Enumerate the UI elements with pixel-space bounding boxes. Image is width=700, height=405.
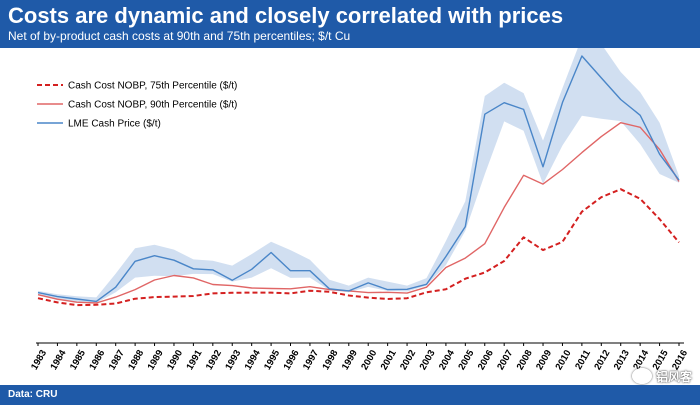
legend-label: LME Cash Price ($/t) (68, 119, 161, 130)
x-tick-label: 1990 (165, 348, 185, 372)
legend-item-lme-price: LME Cash Price ($/t) (37, 119, 161, 130)
data-source: Data: CRU (8, 389, 58, 400)
x-tick-label: 2007 (495, 348, 515, 372)
x-tick-label: 1987 (107, 348, 127, 372)
legend-item-cost-75th: Cash Cost NOBP, 75th Percentile ($/t) (37, 81, 237, 92)
x-tick-label: 2001 (379, 348, 399, 372)
watermark-text: 铝风客 (655, 369, 692, 384)
x-tick-label: 1999 (340, 348, 360, 372)
lme-range-band-layer (38, 48, 679, 303)
legend-label: Cash Cost NOBP, 90th Percentile ($/t) (68, 100, 237, 111)
x-tick-label: 2013 (612, 348, 632, 372)
lme-range-band (38, 48, 679, 303)
legend-item-cost-90th: Cash Cost NOBP, 90th Percentile ($/t) (37, 100, 237, 111)
series-cost-75th-line (37, 188, 680, 307)
x-tick-label: 2012 (592, 348, 612, 372)
x-tick-label: 2004 (437, 348, 457, 372)
x-tick-label: 1991 (184, 348, 204, 372)
x-tick-label: 2005 (456, 348, 476, 372)
x-tick-label: 2000 (359, 348, 379, 372)
x-tick-label: 1997 (301, 348, 321, 372)
series-cost-90th-line (37, 121, 680, 304)
x-tick-label: 1993 (223, 348, 243, 372)
wechat-icon (631, 368, 652, 384)
x-tick-label: 2011 (573, 348, 593, 372)
x-tick-label: 1992 (204, 348, 224, 372)
x-axis-ticks: 1983 1984 1985 1986 1987 1988 1989 1990 1991 1992… (29, 343, 690, 372)
chart-title: Costs are dynamic and closely correlated… (8, 3, 564, 28)
chart-subtitle: Net of by-product cash costs at 90th and… (8, 29, 351, 43)
legend: Cash Cost NOBP, 75th Percentile ($/t) Cas… (37, 81, 237, 130)
x-tick-label: 1985 (68, 348, 88, 372)
x-tick-label: 2006 (476, 348, 496, 372)
series-lme-price-line (37, 55, 680, 303)
chart-area: 1983 1984 1985 1986 1987 1988 1989 1990 1991 1992… (29, 48, 690, 372)
x-tick-label: 1989 (146, 348, 166, 372)
watermark: 铝风客 (631, 368, 692, 384)
x-tick-label: 2002 (398, 348, 418, 372)
x-tick-label: 2010 (554, 348, 574, 372)
x-tick-label: 1984 (48, 348, 68, 372)
x-tick-label: 1983 (29, 348, 49, 372)
title-banner: Costs are dynamic and closely correlated… (0, 0, 700, 48)
x-tick-label: 2003 (418, 348, 438, 372)
x-tick-label: 1998 (320, 348, 340, 372)
footer-bar: Data: CRU (0, 385, 700, 405)
legend-label: Cash Cost NOBP, 75th Percentile ($/t) (68, 81, 237, 92)
x-tick-label: 1988 (126, 348, 146, 372)
x-tick-label: 2009 (534, 348, 554, 372)
x-tick-label: 2008 (515, 348, 535, 372)
series-layer (37, 55, 680, 307)
x-tick-label: 1994 (243, 348, 263, 372)
x-tick-label: 1995 (262, 348, 282, 372)
x-tick-label: 1996 (282, 348, 302, 372)
x-tick-label: 1986 (87, 348, 107, 372)
